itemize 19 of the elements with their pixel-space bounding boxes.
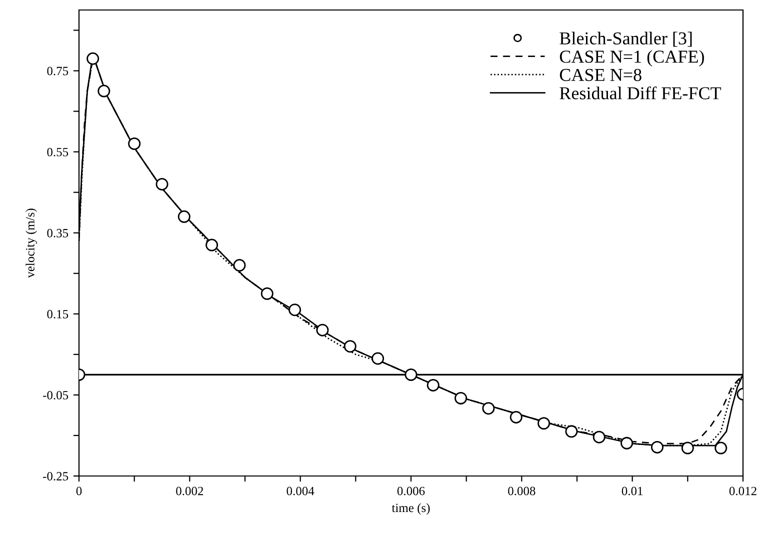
x-tick-label: 0.004	[286, 486, 314, 496]
y-tick-label: -0.05	[43, 390, 68, 400]
x-axis-title: time (s)	[392, 503, 430, 515]
x-tick-label: 0	[76, 486, 82, 496]
y-tick-label: 0.75	[47, 66, 68, 76]
x-tick-label: 0.01	[622, 486, 643, 496]
x-tick-label: 0.012	[729, 486, 756, 496]
x-tick-label: 0.002	[176, 486, 204, 496]
legend-label: CASE N=1 (CAFE)	[560, 50, 704, 66]
x-tick-label: 0.008	[508, 486, 536, 496]
y-tick-label: 0.55	[47, 148, 68, 156]
legend-label: Bleich-Sandler [3]	[560, 32, 692, 47]
legend-label: CASE N=8	[560, 68, 642, 82]
y-tick-label: 0.15	[47, 310, 68, 318]
y-axis-title: velocity (m/s)	[26, 208, 37, 278]
y-tick-label: 0.35	[47, 228, 68, 238]
legend-label: Residual Diff FE-FCT	[560, 86, 722, 100]
y-tick-label: -0.25	[43, 472, 68, 481]
x-tick-label: 0.006	[397, 486, 425, 496]
